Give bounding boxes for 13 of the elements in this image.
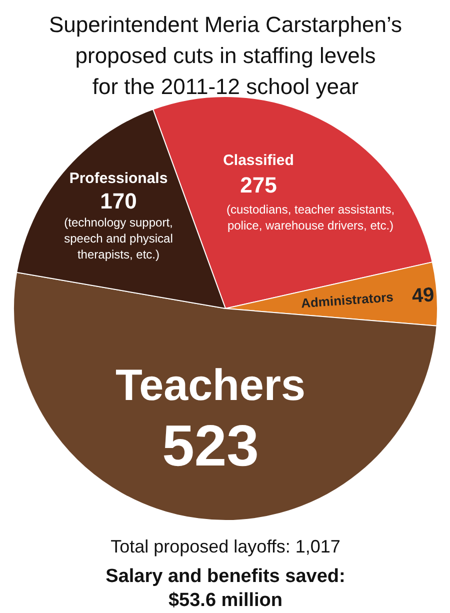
- text: (custodians, teacher assistants, police, warehouse drivers, etc.): [226, 202, 395, 233]
- text: (technology support, speech and physical therapists, etc.): [64, 215, 173, 262]
- data-label: 49: [411, 284, 435, 308]
- data-label: 275: [240, 172, 277, 198]
- data-label: 170: [100, 188, 137, 214]
- text: Salary and benefits saved: $53.6 million: [106, 566, 346, 612]
- slice-label: Classified: [223, 152, 294, 169]
- slice-label: Professionals: [69, 170, 168, 187]
- slice-label: Teachers: [116, 361, 306, 410]
- chart-title: Superintendent Meria Carstarphen’s proposed cuts in staffing levels for the 2011-12 school year: [48, 12, 402, 99]
- text: Total proposed layoffs: 1,017: [110, 536, 340, 556]
- data-label: 523: [162, 414, 259, 478]
- slice-label: Administrators: [300, 289, 394, 311]
